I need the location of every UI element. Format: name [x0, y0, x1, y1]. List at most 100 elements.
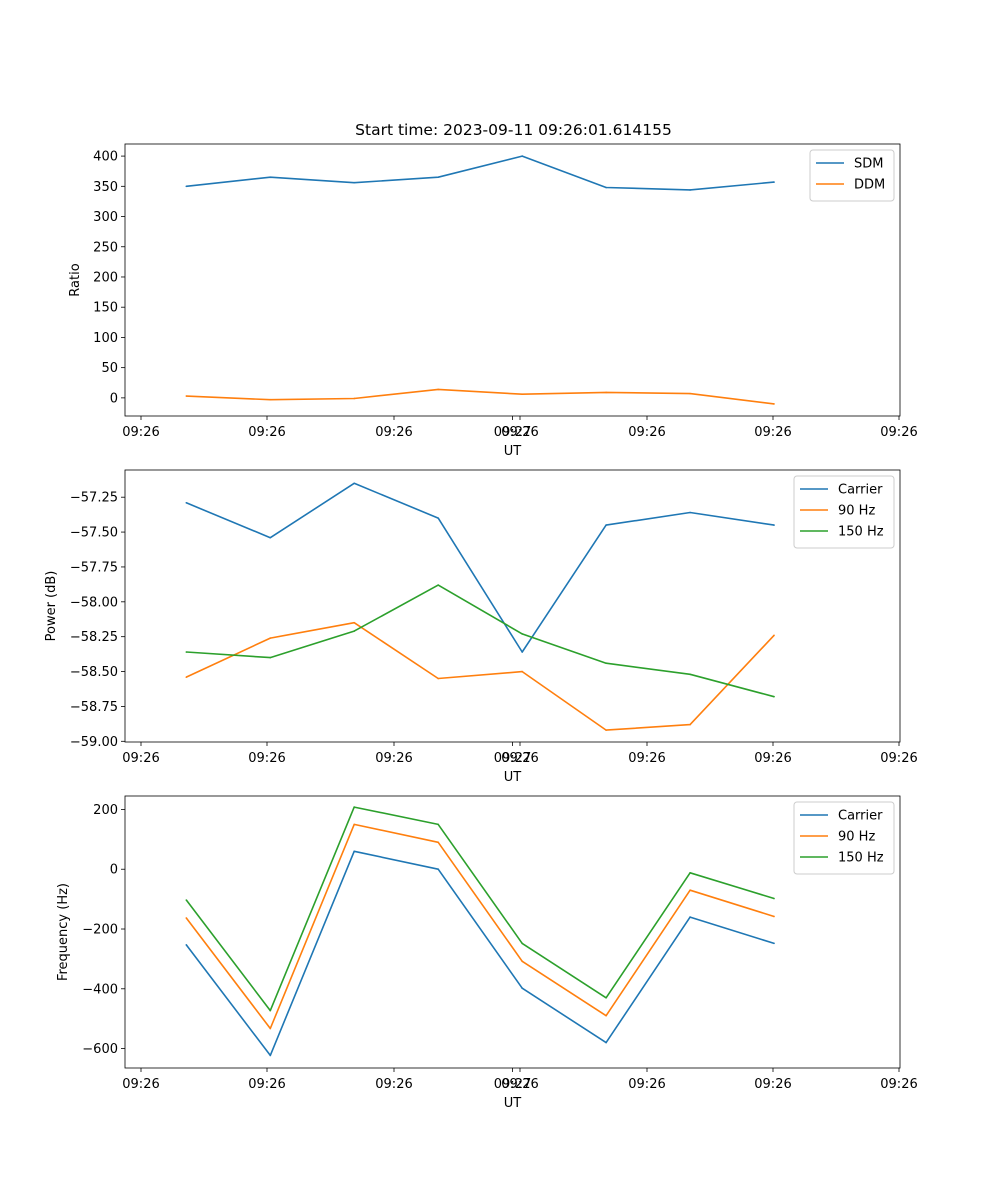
chart0-series-line-sdm: [186, 155, 775, 191]
chart2-data-point-carrier: [605, 1041, 607, 1044]
chart1-y-tick-label: −58.75: [70, 700, 118, 715]
chart2-y-tick-label: −200: [82, 923, 118, 938]
chart1-legend-label: 150 Hz: [838, 525, 884, 540]
chart0-data-point-ddm: [521, 393, 523, 396]
chart1-x-tick-label: 09:26: [122, 751, 159, 766]
chart0-x-tick-label: 09:26: [628, 425, 665, 440]
chart2-legend-box: [793, 801, 895, 875]
chart0-legend-label: DDM: [854, 178, 885, 193]
chart1-data-point-90-hz: [605, 729, 607, 731]
chart0-data-point-sdm: [773, 181, 775, 183]
chart1-data-point-90-hz: [353, 621, 356, 624]
chart0-data-point-sdm: [689, 189, 691, 191]
chart1-series-line-carrier: [185, 482, 775, 653]
chart1-data-point-150-hz: [521, 633, 523, 635]
chart1-x-tick-label: 09:26: [501, 751, 538, 766]
chart0-legend-label: SDM: [854, 157, 883, 172]
chart1-y-tick-label: −57.50: [70, 526, 118, 541]
chart1-x-tick-label: 09:26: [375, 751, 412, 766]
chart0-y-tick-label: 150: [93, 301, 118, 316]
chart2-x-tick-label: 09:26: [375, 1077, 412, 1092]
chart2-x-tick-label: 09:26: [628, 1077, 665, 1092]
chart0-data-point-ddm: [605, 391, 607, 394]
chart0-data-point-sdm: [437, 176, 439, 179]
chart2-data-point-90-hz: [437, 841, 439, 844]
chart1-data-point-90-hz: [185, 676, 188, 678]
chart2-series-line-150-hz: [185, 806, 775, 1012]
chart1-x-tick-label: 09:27: [494, 751, 531, 766]
chart1-data-point-90-hz: [773, 634, 775, 637]
chart1-y-tick-label: −59.00: [70, 735, 118, 750]
chart1-data-point-carrier: [521, 651, 523, 653]
chart2-y-tick-label: −400: [82, 982, 118, 997]
chart0-y-tick-label: 350: [93, 180, 118, 195]
chart1-data-point-carrier: [185, 501, 188, 504]
chart2-y-tick-label: 0: [110, 863, 118, 878]
chart2-data-point-carrier: [269, 1054, 272, 1057]
chart2-data-point-150-hz: [437, 823, 439, 826]
chart0-y-tick-label: 100: [93, 331, 118, 346]
chart0-y-tick-label: 250: [93, 240, 118, 255]
chart2-data-point-90-hz: [521, 960, 523, 963]
chart1-data-point-150-hz: [437, 584, 439, 586]
chart0-series-line-ddm: [186, 388, 775, 405]
chart1-ylabel: Power (dB): [44, 571, 59, 642]
chart1-data-point-90-hz: [521, 670, 523, 673]
chart0-y-tick-label: 0: [110, 391, 118, 406]
chart2-data-point-carrier: [437, 868, 439, 871]
chart1-y-tick-label: −58.00: [70, 595, 118, 610]
chart1-y-tick-label: −58.50: [70, 665, 118, 680]
chart0-y-tick-label: 300: [93, 210, 118, 225]
chart1-xlabel: UT: [504, 770, 522, 785]
chart2-data-point-150-hz: [521, 942, 523, 945]
chart1-data-point-carrier: [773, 524, 775, 526]
chart2-x-tick-label: 09:26: [880, 1077, 917, 1092]
chart0-x-tick-label: 09:26: [122, 425, 159, 440]
chart1-data-point-carrier: [353, 482, 356, 485]
chart1-data-point-150-hz: [269, 656, 272, 659]
chart2-data-point-90-hz: [185, 917, 188, 919]
chart2-x-tick-label: 09:26: [501, 1077, 538, 1092]
chart0-ylabel: Ratio: [68, 263, 83, 296]
chart1-data-point-150-hz: [353, 630, 356, 632]
chart2-data-point-90-hz: [605, 1014, 607, 1017]
chart2-axes-frame: [124, 795, 901, 1069]
chart2-data-point-90-hz: [353, 823, 356, 826]
chart1-data-point-150-hz: [605, 662, 607, 664]
chart0-x-tick-label: 09:26: [754, 425, 791, 440]
chart2-data-point-150-hz: [605, 996, 607, 999]
chart1-data-point-150-hz: [773, 695, 775, 698]
chart0-x-tick-label: 09:26: [375, 425, 412, 440]
chart2-data-point-carrier: [689, 916, 691, 918]
chart0-x-tick-label: 09:27: [494, 425, 531, 440]
chart0-data-point-sdm: [521, 155, 523, 157]
chart2-data-point-90-hz: [773, 915, 775, 918]
chart1-legend-label: Carrier: [838, 483, 883, 498]
chart0-data-point-sdm: [605, 186, 607, 189]
chart2-data-point-carrier: [185, 944, 188, 946]
chart0-y-tick-label: 50: [101, 361, 118, 376]
chart1-data-point-carrier: [605, 524, 607, 526]
chart1-axes-frame: [124, 469, 901, 743]
chart1-data-point-carrier: [689, 511, 691, 514]
chart1-legend-label: 90 Hz: [838, 504, 875, 519]
chart2-data-point-90-hz: [269, 1027, 272, 1030]
chart0-data-point-ddm: [437, 388, 439, 391]
chart0-xlabel: UT: [504, 444, 522, 459]
chart1-x-tick-label: 09:26: [248, 751, 285, 766]
chart2-data-point-150-hz: [269, 1009, 272, 1012]
chart0-axes-frame: [124, 143, 901, 417]
chart0-x-tick-label: 09:26: [248, 425, 285, 440]
chart0-data-point-ddm: [689, 392, 691, 395]
chart0-data-point-ddm: [185, 395, 188, 397]
chart2-x-tick-label: 09:26: [248, 1077, 285, 1092]
chart0-data-point-sdm: [185, 185, 188, 188]
chart1-y-tick-label: −57.75: [70, 560, 118, 575]
chart0-data-point-ddm: [353, 397, 356, 400]
chart0-data-point-sdm: [269, 176, 272, 179]
chart2-legend-label: Carrier: [838, 809, 883, 824]
chart2-data-point-carrier: [353, 850, 356, 853]
chart1-data-point-90-hz: [689, 723, 691, 726]
chart1-data-point-90-hz: [437, 677, 439, 680]
